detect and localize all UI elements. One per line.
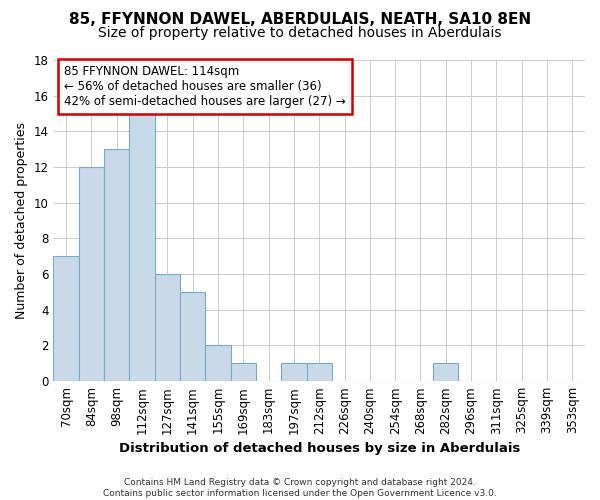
Bar [180, 292, 205, 381]
Bar [307, 364, 332, 381]
Bar [433, 364, 458, 381]
Y-axis label: Number of detached properties: Number of detached properties [15, 122, 28, 319]
Text: Size of property relative to detached houses in Aberdulais: Size of property relative to detached ho… [98, 26, 502, 40]
Bar [130, 114, 155, 381]
Bar [205, 346, 230, 381]
Bar [155, 274, 180, 381]
Text: 85, FFYNNON DAWEL, ABERDULAIS, NEATH, SA10 8EN: 85, FFYNNON DAWEL, ABERDULAIS, NEATH, SA… [69, 12, 531, 28]
Text: 85 FFYNNON DAWEL: 114sqm
← 56% of detached houses are smaller (36)
42% of semi-d: 85 FFYNNON DAWEL: 114sqm ← 56% of detach… [64, 65, 346, 108]
Bar [230, 364, 256, 381]
X-axis label: Distribution of detached houses by size in Aberdulais: Distribution of detached houses by size … [119, 442, 520, 455]
Bar [104, 149, 130, 381]
Bar [53, 256, 79, 381]
Text: Contains HM Land Registry data © Crown copyright and database right 2024.
Contai: Contains HM Land Registry data © Crown c… [103, 478, 497, 498]
Bar [79, 167, 104, 381]
Bar [281, 364, 307, 381]
